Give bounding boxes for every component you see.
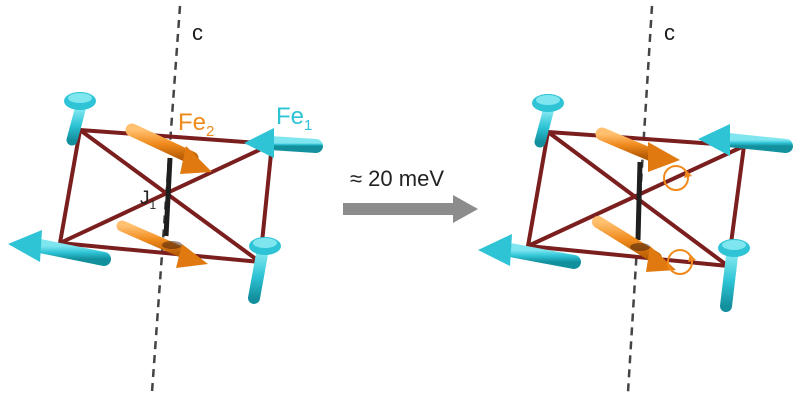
j1-bond-right — [635, 161, 643, 241]
fe1-label: Fe1 — [276, 103, 312, 134]
fe1-spin-right-right — [698, 124, 793, 156]
fe1-spin-left-right — [478, 234, 581, 269]
precession-circle-upper — [663, 165, 689, 191]
fe1-spin-bottom-right — [718, 239, 750, 312]
fe2-spin-lower-right — [592, 216, 696, 275]
c-axis-line-left — [150, 5, 182, 393]
fe1-spin-top-left — [64, 92, 96, 146]
j1-label: J1 — [140, 188, 157, 212]
fe2-spin-upper-left — [125, 123, 212, 174]
transition-energy-label: ≈ 20 meV — [350, 166, 444, 191]
transition-arrow-shaft — [343, 203, 455, 215]
left-panel: c — [8, 5, 323, 393]
fe1-spin-left-left — [8, 230, 111, 266]
c-axis-label-right: c — [664, 20, 675, 45]
j1-bond — [163, 157, 173, 237]
c-axis-label-left: c — [192, 20, 203, 45]
fe1-spin-top-right — [532, 94, 564, 148]
transition: ≈ 20 meV — [343, 166, 478, 223]
c-axis-line-right — [626, 5, 654, 393]
fe2-spin-lower-left — [116, 220, 208, 268]
fe1-spin-right-left — [244, 128, 323, 158]
precession-circle-lower — [667, 249, 693, 275]
fe2-label: Fe2 — [178, 109, 214, 140]
fe1-spin-bottom-left — [248, 237, 281, 304]
transition-arrow-head — [453, 195, 478, 223]
fe2-spin-upper-right — [595, 127, 692, 191]
right-panel: c — [478, 5, 793, 393]
